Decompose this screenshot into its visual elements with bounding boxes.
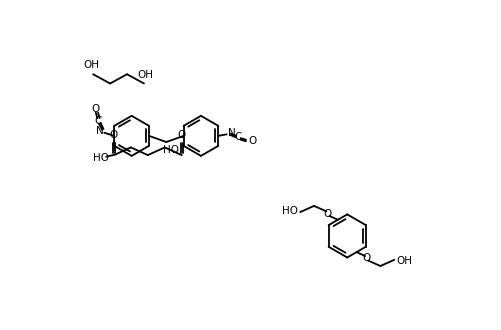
Text: N: N [96,126,104,136]
Text: C: C [234,132,242,142]
Text: O: O [92,104,100,114]
Text: OH: OH [84,60,100,70]
Text: OH: OH [397,256,413,266]
Text: O: O [324,209,332,218]
Text: HO: HO [282,206,298,216]
Text: O: O [110,130,118,141]
Text: N: N [228,128,236,138]
Text: C: C [95,116,102,126]
Text: OH: OH [137,70,153,80]
Text: HO: HO [93,153,109,163]
Text: O: O [362,253,371,263]
Text: HO: HO [163,146,179,155]
Text: O: O [248,136,257,146]
Text: O: O [177,130,186,141]
